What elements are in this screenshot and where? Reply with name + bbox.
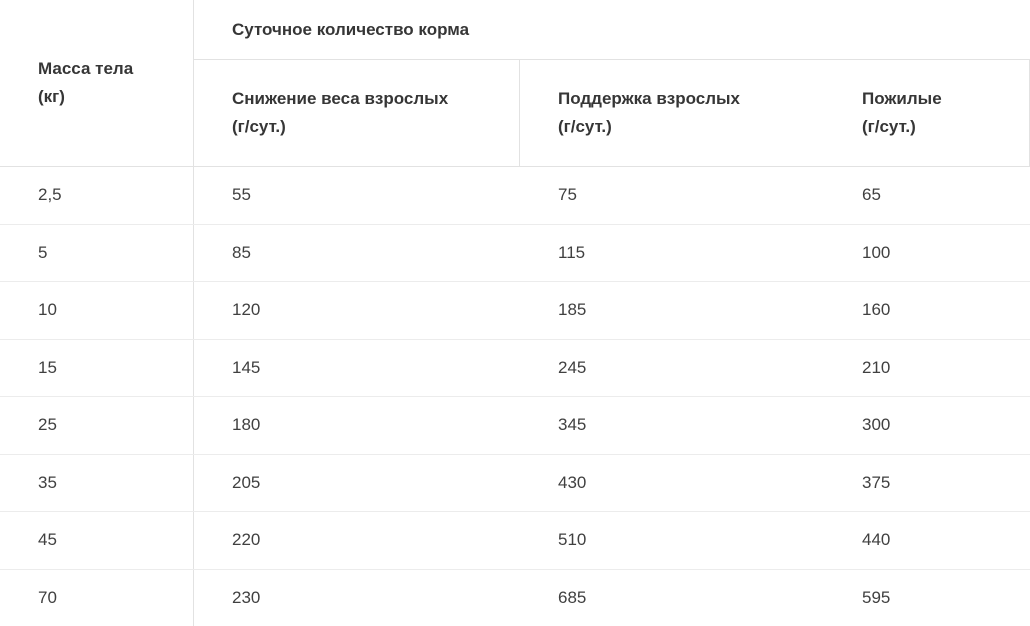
value-cell: 245 [558,357,587,377]
column-unit: (г/сут.) [232,117,286,136]
weight-column-header: Масса тела (кг) [0,0,194,166]
value-cell: 205 [232,472,261,492]
value-cell: 120 [232,300,261,320]
group-header: Суточное количество корма [194,0,1030,60]
value-cell: 65 [862,185,881,205]
weight-cell: 10 [0,282,194,339]
column-header-weight-loss: Снижение веса взрослых (г/сут.) [194,60,520,166]
value-cell: 180 [232,415,261,435]
column-title: Поддержка взрослых [558,89,740,108]
value-cell: 210 [862,357,891,377]
value-cell: 230 [232,587,261,607]
table-body: 2,5 55 75 65 5 85 115 100 10 120 185 160… [0,167,1030,626]
value-cell: 145 [232,357,261,377]
weight-column-title: Масса тела [38,59,134,78]
header-right: Суточное количество корма Снижение веса … [194,0,1030,166]
value-cell: 185 [558,300,587,320]
value-cell: 220 [232,530,261,550]
value-cell: 160 [862,300,891,320]
subheader-row: Снижение веса взрослых (г/сут.) Поддержк… [194,60,1030,166]
weight-cell: 5 [0,224,194,281]
value-cell: 115 [558,242,586,262]
column-title: Пожилые [862,89,942,108]
weight-cell: 25 [0,397,194,454]
weight-cell: 35 [0,454,194,511]
value-cell: 55 [232,185,251,205]
table-row: 70 230 685 595 [0,569,1030,626]
table-row: 2,5 55 75 65 [0,167,1030,225]
value-cell: 430 [558,472,587,492]
table-row: 35 205 430 375 [0,454,1030,512]
value-cell: 75 [558,185,577,205]
table-header: Масса тела (кг) Суточное количество корм… [0,0,1030,167]
column-header-maintenance: Поддержка взрослых (г/сут.) [520,60,824,166]
weight-column-unit: (кг) [38,87,65,106]
value-cell: 440 [862,530,891,550]
value-cell: 300 [862,415,891,435]
table-row: 25 180 345 300 [0,397,1030,455]
column-title: Снижение веса взрослых [232,89,449,108]
column-unit: (г/сут.) [862,117,916,136]
table-row: 5 85 115 100 [0,224,1030,282]
weight-cell: 15 [0,339,194,396]
weight-cell: 70 [0,569,194,626]
value-cell: 375 [862,472,891,492]
table-row: 45 220 510 440 [0,512,1030,570]
value-cell: 510 [558,530,587,550]
weight-cell: 2,5 [0,167,194,224]
column-header-senior: Пожилые (г/сут.) [824,60,1030,166]
table-row: 15 145 245 210 [0,339,1030,397]
weight-cell: 45 [0,512,194,569]
table-row: 10 120 185 160 [0,282,1030,340]
value-cell: 685 [558,587,587,607]
value-cell: 100 [862,242,891,262]
column-unit: (г/сут.) [558,117,612,136]
value-cell: 345 [558,415,587,435]
value-cell: 85 [232,242,251,262]
value-cell: 595 [862,587,891,607]
